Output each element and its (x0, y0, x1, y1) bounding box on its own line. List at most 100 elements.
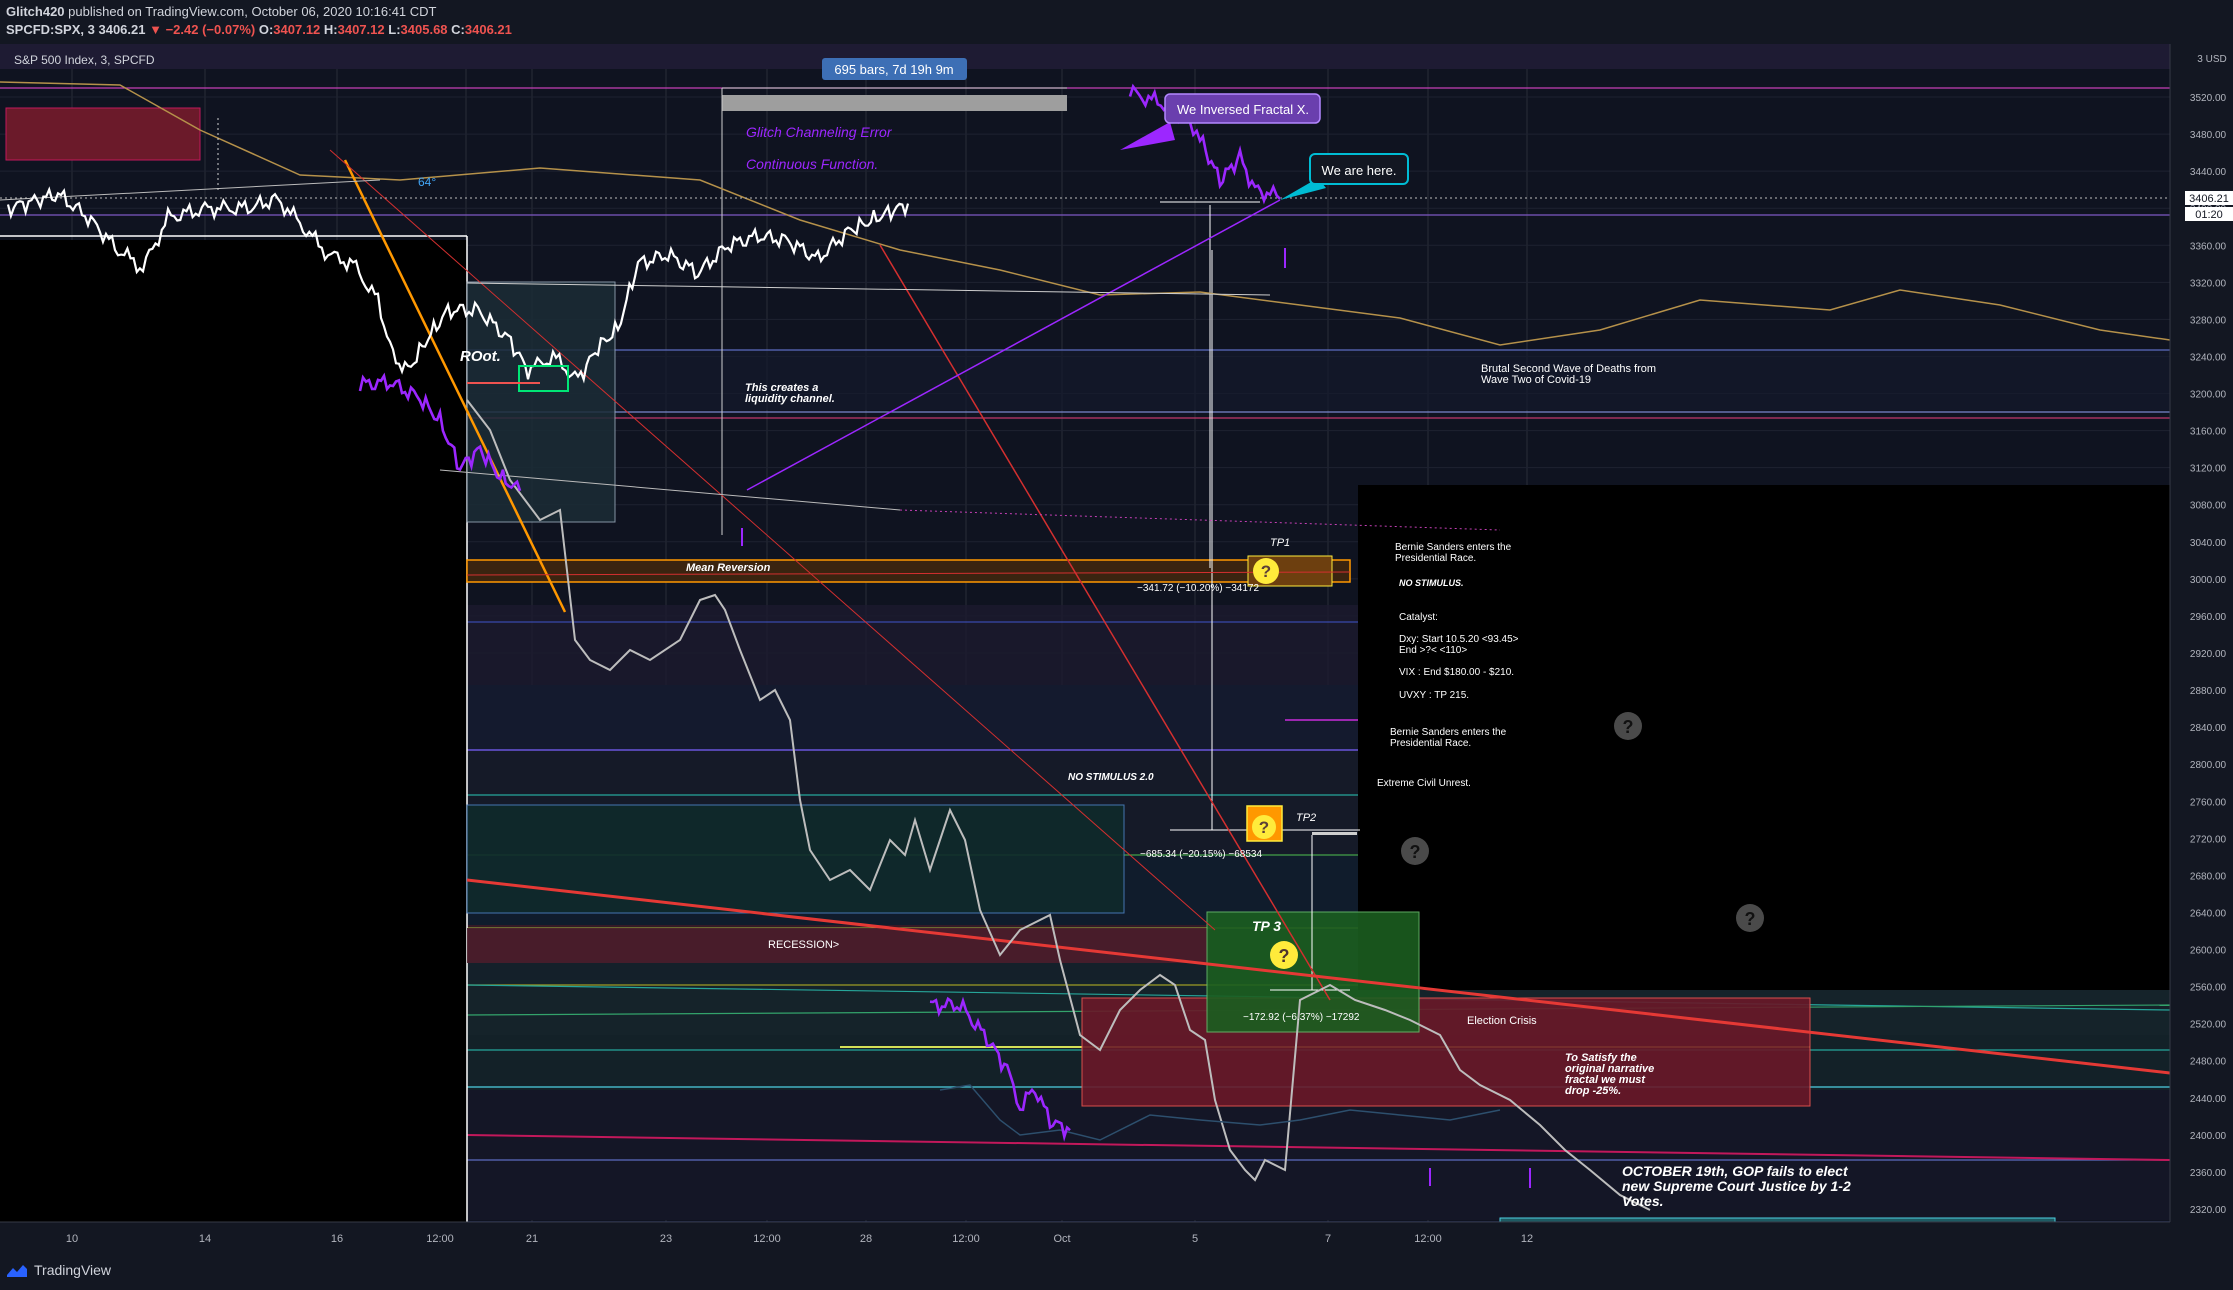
black-mask-left (0, 240, 467, 1222)
high-value: 3407.12 (337, 22, 385, 37)
svg-text:To Satisfy the: To Satisfy the (1565, 1052, 1637, 1064)
trend-lines (0, 81, 2170, 1075)
y-tick-label: 2960.00 (2190, 612, 2227, 623)
callout-here: We are here. (1322, 163, 1397, 178)
y-tick-label: 3440.00 (2190, 167, 2227, 178)
y-tick-label: 3240.00 (2190, 352, 2227, 363)
svg-text:−685.34 (−20.15%) −68534: −685.34 (−20.15%) −68534 (1140, 849, 1262, 860)
last-price-label: 3406.21 (2189, 193, 2229, 205)
open-value: 3407.12 (273, 22, 321, 37)
series-line-fractal (358, 372, 522, 492)
low-value: 3405.68 (400, 22, 448, 37)
svg-text:Mean Reversion: Mean Reversion (686, 562, 771, 574)
y-tick-label: 2480.00 (2190, 1057, 2227, 1068)
svg-text:TP1: TP1 (1270, 537, 1290, 549)
svg-text:NO STIMULUS 2.0: NO STIMULUS 2.0 (1068, 772, 1154, 783)
y-tick-label: 2760.00 (2190, 797, 2227, 808)
svg-text:?: ? (1261, 562, 1271, 581)
svg-text:695 bars, 7d 19h 9m: 695 bars, 7d 19h 9m (834, 62, 953, 77)
svg-text:Bernie Sanders enters the: Bernie Sanders enters the (1395, 542, 1512, 553)
svg-text:TP 3: TP 3 (1252, 918, 1281, 934)
x-tick-label: 12:00 (753, 1233, 781, 1245)
published-info: published on TradingView.com, October 06… (68, 4, 437, 19)
axis-currency: 3 USD (2197, 54, 2226, 65)
x-tick-label: 12:00 (1414, 1233, 1442, 1245)
x-tick-label: Oct (1053, 1233, 1070, 1245)
fractal-overlay (466, 399, 1651, 1211)
svg-text:?: ? (1279, 946, 1290, 966)
svg-text:?: ? (1259, 818, 1269, 837)
price-chart[interactable]: We Inversed Fractal X. We are here. 695 … (0, 44, 2233, 1252)
y-tick-label: 2560.00 (2190, 983, 2227, 994)
svg-text:RECESSION>: RECESSION> (768, 939, 839, 951)
y-tick-label: 3480.00 (2190, 130, 2227, 141)
x-tick-label: 10 (66, 1233, 78, 1245)
inversed-callout[interactable]: We Inversed Fractal X. (1120, 93, 1321, 150)
tradingview-logo[interactable]: TradingView (6, 1262, 111, 1278)
y-tick-label: 2720.00 (2190, 834, 2227, 845)
svg-text:−172.92 (−6.37%) −17292: −172.92 (−6.37%) −17292 (1243, 1012, 1360, 1023)
price-axis[interactable]: 3 USD 3520.003480.003440.003400.003360.0… (2169, 44, 2233, 1222)
svg-text:Glitch Channeling Error: Glitch Channeling Error (746, 124, 893, 140)
bars-range-bar (722, 95, 1067, 111)
y-tick-label: 3200.00 (2190, 390, 2227, 401)
svg-text:ROot.: ROot. (460, 348, 501, 365)
y-tick-label: 2680.00 (2190, 871, 2227, 882)
x-tick-label: 28 (860, 1233, 872, 1245)
countdown-label: 01:20 (2195, 209, 2223, 221)
svg-text:Election Crisis: Election Crisis (1467, 1015, 1537, 1027)
red-zone-top (5, 107, 201, 161)
series-line-projection (1128, 83, 1281, 205)
y-tick-label: 3360.00 (2190, 241, 2227, 252)
svg-text:liquidity channel.: liquidity channel. (745, 393, 835, 405)
svg-text:?: ? (1410, 842, 1421, 862)
y-tick-label: 2440.00 (2190, 1094, 2227, 1105)
x-tick-label: 14 (199, 1233, 211, 1245)
publish-header: Glitch420 published on TradingView.com, … (0, 0, 2233, 44)
y-tick-label: 2840.00 (2190, 723, 2227, 734)
svg-text:64°: 64° (418, 175, 436, 189)
time-axis[interactable]: 10 14 16 12:00 21 23 12:00 28 12:00 Oct 5 7 12:00 12 (0, 1221, 2233, 1252)
y-tick-label: 2880.00 (2190, 686, 2227, 697)
author-name[interactable]: Glitch420 (6, 4, 65, 19)
y-tick-label: 2520.00 (2190, 1020, 2227, 1031)
close-value: 3406.21 (464, 22, 512, 37)
price-change: ▼ −2.42 (−0.07%) (149, 22, 256, 37)
y-tick-label: 2360.00 (2190, 1168, 2227, 1179)
y-tick-label: 2600.00 (2190, 946, 2227, 957)
svg-text:Wave Two of Covid-19: Wave Two of Covid-19 (1481, 374, 1591, 386)
svg-text:End >?< <110>: End >?< <110> (1399, 645, 1467, 656)
y-tick-label: 2800.00 (2190, 760, 2227, 771)
root-box (466, 281, 616, 523)
x-tick-label: 12:00 (426, 1233, 454, 1245)
bars-badge[interactable]: 695 bars, 7d 19h 9m (822, 58, 967, 80)
svg-text:Catalyst:: Catalyst: (1399, 612, 1438, 623)
callout-inversed: We Inversed Fractal X. (1177, 102, 1309, 117)
svg-text:?: ? (1745, 909, 1756, 929)
notes-panel (1358, 485, 2170, 990)
here-callout[interactable]: We are here. (1280, 153, 1409, 200)
svg-text:?: ? (1623, 717, 1634, 737)
x-tick-label: 23 (660, 1233, 672, 1245)
mean-reversion-zone (466, 559, 1351, 583)
question-markers: ? ? ? ? ? ? (1252, 558, 1764, 969)
svg-text:Brutal Second Wave of Deaths f: Brutal Second Wave of Deaths from (1481, 363, 1656, 375)
svg-text:This creates a: This creates a (745, 382, 818, 394)
y-tick-label: 2920.00 (2190, 649, 2227, 660)
svg-text:new Supreme Court Justice by 1: new Supreme Court Justice by 1-2 (1622, 1178, 1851, 1194)
svg-text:Extreme Civil Unrest.: Extreme Civil Unrest. (1377, 778, 1471, 789)
x-tick-label: 21 (526, 1233, 538, 1245)
x-tick-label: 12:00 (952, 1233, 980, 1245)
y-tick-label: 2400.00 (2190, 1131, 2227, 1142)
svg-text:NO STIMULUS.: NO STIMULUS. (1399, 578, 1464, 588)
last-price: 3406.21 (98, 22, 146, 37)
y-tick-label: 3280.00 (2190, 315, 2227, 326)
brand-name: TradingView (34, 1262, 112, 1278)
election-crisis-box (1081, 997, 1811, 1107)
annotation-texts: Glitch Channeling Error Continuous Funct… (418, 124, 1851, 1209)
svg-text:original narrative: original narrative (1565, 1063, 1654, 1075)
svg-text:Continuous Function.: Continuous Function. (746, 156, 878, 172)
svg-text:TP2: TP2 (1296, 812, 1316, 824)
y-tick-label: 2640.00 (2190, 908, 2227, 919)
y-tick-label: 3000.00 (2190, 575, 2227, 586)
